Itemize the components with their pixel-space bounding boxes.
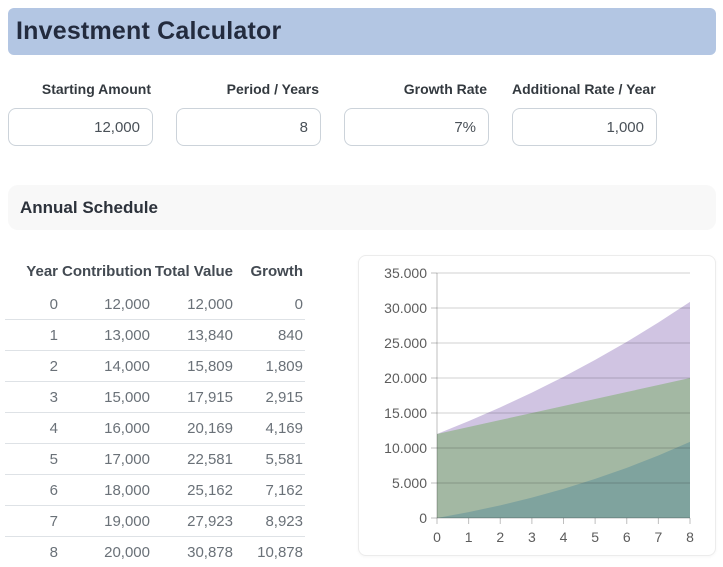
section-bar: Annual Schedule [8, 185, 716, 230]
table-cell: 4,169 [235, 413, 305, 444]
table-cell: 0 [235, 289, 305, 320]
x-tick-label: 3 [528, 529, 536, 545]
area-chart: 0 5.000 10.000 15.000 20.000 25.000 30.000 35.0… [359, 256, 715, 555]
table-cell: 5 [5, 444, 60, 475]
x-tick-label: 7 [654, 529, 662, 545]
additional-rate-input[interactable] [512, 108, 657, 146]
x-tick-label: 4 [560, 529, 568, 545]
table-cell: 3 [5, 382, 60, 413]
table-cell: 25,162 [152, 475, 235, 506]
table-cell: 2 [5, 351, 60, 382]
column-header-growth: Growth [235, 253, 305, 289]
table-cell: 1 [5, 320, 60, 351]
field-additional-rate: Additional Rate / Year [512, 81, 657, 146]
x-tick-label: 0 [433, 529, 441, 545]
field-period-years: Period / Years [176, 81, 321, 146]
page-title: Investment Calculator [16, 17, 281, 46]
table-cell: 0 [5, 289, 60, 320]
table-cell: 27,923 [152, 506, 235, 537]
y-tick-label: 30.000 [384, 300, 427, 316]
growth-rate-input[interactable] [344, 108, 489, 146]
x-tick-label: 2 [496, 529, 504, 545]
period-years-input[interactable] [176, 108, 321, 146]
table-cell: 12,000 [152, 289, 235, 320]
additional-rate-label: Additional Rate / Year [512, 81, 657, 97]
x-tick-label: 6 [623, 529, 631, 545]
field-growth-rate: Growth Rate [344, 81, 489, 146]
table-header-row: Year Contribution Total Value Growth [5, 253, 305, 289]
section-title: Annual Schedule [20, 198, 158, 218]
y-tick-label: 0 [419, 510, 427, 526]
y-tick-label: 10.000 [384, 440, 427, 456]
table-cell: 8,923 [235, 506, 305, 537]
table-cell: 7 [5, 506, 60, 537]
table-cell: 12,000 [60, 289, 152, 320]
table-cell: 30,878 [152, 537, 235, 567]
table-cell: 13,000 [60, 320, 152, 351]
table-cell: 6 [5, 475, 60, 506]
table-cell: 18,000 [60, 475, 152, 506]
input-fields-row: Starting Amount Period / Years Growth Ra… [8, 81, 657, 146]
table-cell: 7,162 [235, 475, 305, 506]
app-header: Investment Calculator [8, 8, 716, 55]
table-cell: 17,915 [152, 382, 235, 413]
table-cell: 20,169 [152, 413, 235, 444]
table-cell: 17,000 [60, 444, 152, 475]
table-cell: 8 [5, 537, 60, 567]
y-tick-label: 20.000 [384, 370, 427, 386]
y-tick-label: 5.000 [392, 475, 427, 491]
x-tick-label: 5 [591, 529, 599, 545]
x-tick-label: 8 [686, 529, 694, 545]
table-cell: 19,000 [60, 506, 152, 537]
table-cell: 2,915 [235, 382, 305, 413]
y-tick-label: 35.000 [384, 265, 427, 281]
table-cell: 14,000 [60, 351, 152, 382]
period-years-label: Period / Years [176, 81, 321, 97]
table-cell: 22,581 [152, 444, 235, 475]
table-cell: 5,581 [235, 444, 305, 475]
table-cell: 1,809 [235, 351, 305, 382]
table-cell: 13,840 [152, 320, 235, 351]
table-cell: 16,000 [60, 413, 152, 444]
y-tick-label: 25.000 [384, 335, 427, 351]
x-tick-label: 1 [465, 529, 473, 545]
table-cell: 840 [235, 320, 305, 351]
chart-card: 0 5.000 10.000 15.000 20.000 25.000 30.000 35.0… [358, 255, 716, 556]
starting-amount-label: Starting Amount [8, 81, 153, 97]
column-header-total-value: Total Value [152, 253, 235, 289]
table-cell: 15,000 [60, 382, 152, 413]
column-header-year: Year [5, 253, 60, 289]
table-cell: 20,000 [60, 537, 152, 567]
table-cell: 10,878 [235, 537, 305, 567]
table-cell: 15,809 [152, 351, 235, 382]
table-cell: 4 [5, 413, 60, 444]
y-tick-label: 15.000 [384, 405, 427, 421]
column-header-contribution: Contribution [60, 253, 152, 289]
starting-amount-input[interactable] [8, 108, 153, 146]
field-starting-amount: Starting Amount [8, 81, 153, 146]
growth-rate-label: Growth Rate [344, 81, 489, 97]
